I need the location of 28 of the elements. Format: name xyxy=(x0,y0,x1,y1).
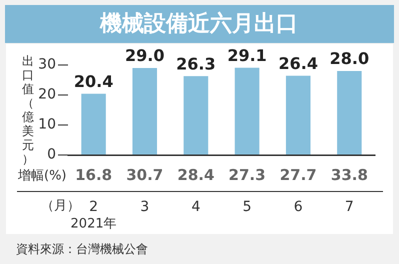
chart-title: 機械設備近六月出口 xyxy=(99,10,298,37)
x-tick-label: 7 xyxy=(344,199,354,216)
y-axis-title: 出口值（億美元） xyxy=(22,54,34,166)
data-label: 28.0 xyxy=(330,49,370,68)
x-tick-label: 5 xyxy=(242,199,252,216)
data-label: 26.3 xyxy=(176,54,216,74)
source-note: 資料來源：台灣機械公會 xyxy=(16,242,148,256)
text: 2021年 xyxy=(70,216,117,232)
data-label: 20.4 xyxy=(74,72,114,91)
text: 30.7 xyxy=(126,166,164,184)
x-axis-title: （月） xyxy=(41,198,80,214)
text: 27.7 xyxy=(280,166,317,184)
text: 16.8 xyxy=(75,166,112,184)
text: 28.4 xyxy=(177,166,214,184)
y-tick-label: 20 xyxy=(38,86,56,103)
y-tick-label: 10 xyxy=(38,116,56,133)
x-tick-label: 3 xyxy=(140,199,150,216)
y-tick-label: 30 xyxy=(38,56,56,73)
data-label: 26.4 xyxy=(278,54,318,73)
x-tick-label: 6 xyxy=(294,199,303,216)
x-tick-label: 2 xyxy=(89,199,98,216)
text: 33.8 xyxy=(330,166,368,184)
x-tick-label: 4 xyxy=(191,199,200,216)
data-label: 29.0 xyxy=(125,46,164,66)
y-tick-label: 0 xyxy=(47,146,56,163)
text: 增幅(%) xyxy=(17,168,66,184)
data-label: 29.1 xyxy=(227,46,267,65)
text: 27.3 xyxy=(228,166,266,184)
